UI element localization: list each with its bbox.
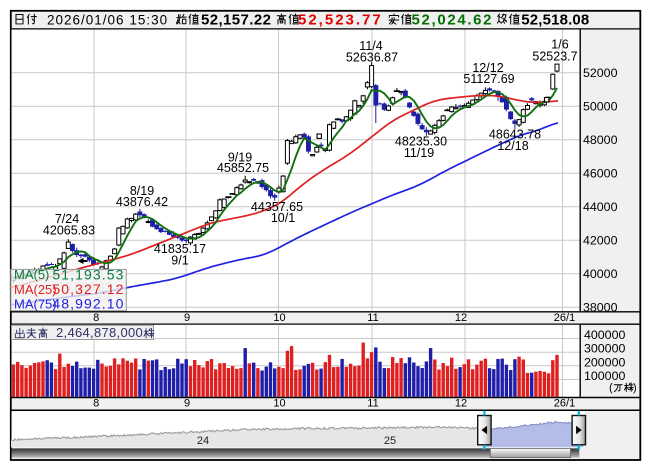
svg-text:52,523.77: 52,523.77 (298, 12, 383, 29)
svg-text:10: 10 (273, 312, 285, 324)
svg-text:48,992.10: 48,992.10 (52, 296, 124, 312)
svg-text:43876.42: 43876.42 (116, 195, 168, 209)
svg-text:8: 8 (93, 312, 99, 324)
svg-text:12: 12 (455, 398, 467, 410)
svg-text:): ) (633, 382, 637, 394)
svg-text:11/19: 11/19 (404, 146, 434, 160)
svg-text:42065.83: 42065.83 (43, 224, 95, 238)
svg-text:9: 9 (184, 398, 190, 410)
svg-text:24: 24 (197, 435, 209, 447)
svg-text:12/12: 12/12 (472, 61, 503, 75)
svg-text:9/19: 9/19 (228, 151, 252, 165)
svg-text:400000: 400000 (584, 328, 625, 342)
svg-text:51,193.53: 51,193.53 (52, 266, 124, 282)
svg-text:48000: 48000 (583, 133, 618, 147)
svg-text:48235.30: 48235.30 (395, 135, 447, 149)
svg-text:52,024.62: 52,024.62 (412, 12, 494, 29)
svg-text:MA(75): MA(75) (14, 296, 57, 311)
svg-text:8: 8 (93, 398, 99, 410)
svg-text:26/1: 26/1 (554, 398, 575, 410)
svg-text:44357.65: 44357.65 (251, 200, 303, 214)
svg-text:44000: 44000 (583, 200, 618, 214)
svg-text:10: 10 (273, 398, 285, 410)
svg-text:42000: 42000 (583, 234, 618, 248)
svg-text:48643.78: 48643.78 (489, 128, 541, 142)
svg-text:2026/01/06 15:30: 2026/01/06 15:30 (47, 13, 168, 28)
svg-text:40000: 40000 (583, 267, 618, 281)
svg-text:MA(5): MA(5) (14, 267, 49, 282)
svg-text:(: ( (609, 382, 613, 394)
svg-text:100000: 100000 (584, 369, 625, 383)
svg-text:45852.75: 45852.75 (217, 161, 269, 175)
svg-text:41835.17: 41835.17 (154, 242, 206, 256)
svg-text:51127.69: 51127.69 (463, 72, 514, 86)
svg-text:200000: 200000 (584, 355, 625, 369)
svg-text:52000: 52000 (583, 66, 618, 80)
svg-text:11/4: 11/4 (359, 39, 382, 53)
svg-text:1/6: 1/6 (551, 38, 568, 52)
svg-text:52,518.08: 52,518.08 (521, 12, 589, 29)
svg-text:52,157.22: 52,157.22 (201, 12, 271, 29)
svg-text:38000: 38000 (583, 301, 618, 315)
svg-text:9: 9 (184, 312, 190, 324)
svg-text:12: 12 (455, 312, 467, 324)
svg-text:52523.7: 52523.7 (532, 50, 577, 64)
svg-text:26/1: 26/1 (554, 312, 575, 324)
svg-text:50,327.12: 50,327.12 (52, 281, 124, 297)
svg-text:2,464,878,000: 2,464,878,000 (56, 325, 143, 340)
svg-text:MA(25): MA(25) (14, 282, 57, 297)
svg-text:10/1: 10/1 (271, 211, 295, 225)
svg-text:7/24: 7/24 (55, 212, 79, 226)
svg-text:11: 11 (367, 398, 378, 410)
svg-text:52636.87: 52636.87 (346, 51, 398, 65)
svg-text:11: 11 (367, 312, 378, 324)
svg-text:9/1: 9/1 (171, 254, 188, 268)
svg-text:12/18: 12/18 (497, 139, 528, 153)
svg-text:25: 25 (384, 435, 396, 447)
svg-text:46000: 46000 (583, 167, 618, 181)
svg-text:50000: 50000 (583, 100, 618, 114)
svg-text:8/19: 8/19 (130, 184, 154, 198)
svg-text:300000: 300000 (584, 342, 625, 356)
